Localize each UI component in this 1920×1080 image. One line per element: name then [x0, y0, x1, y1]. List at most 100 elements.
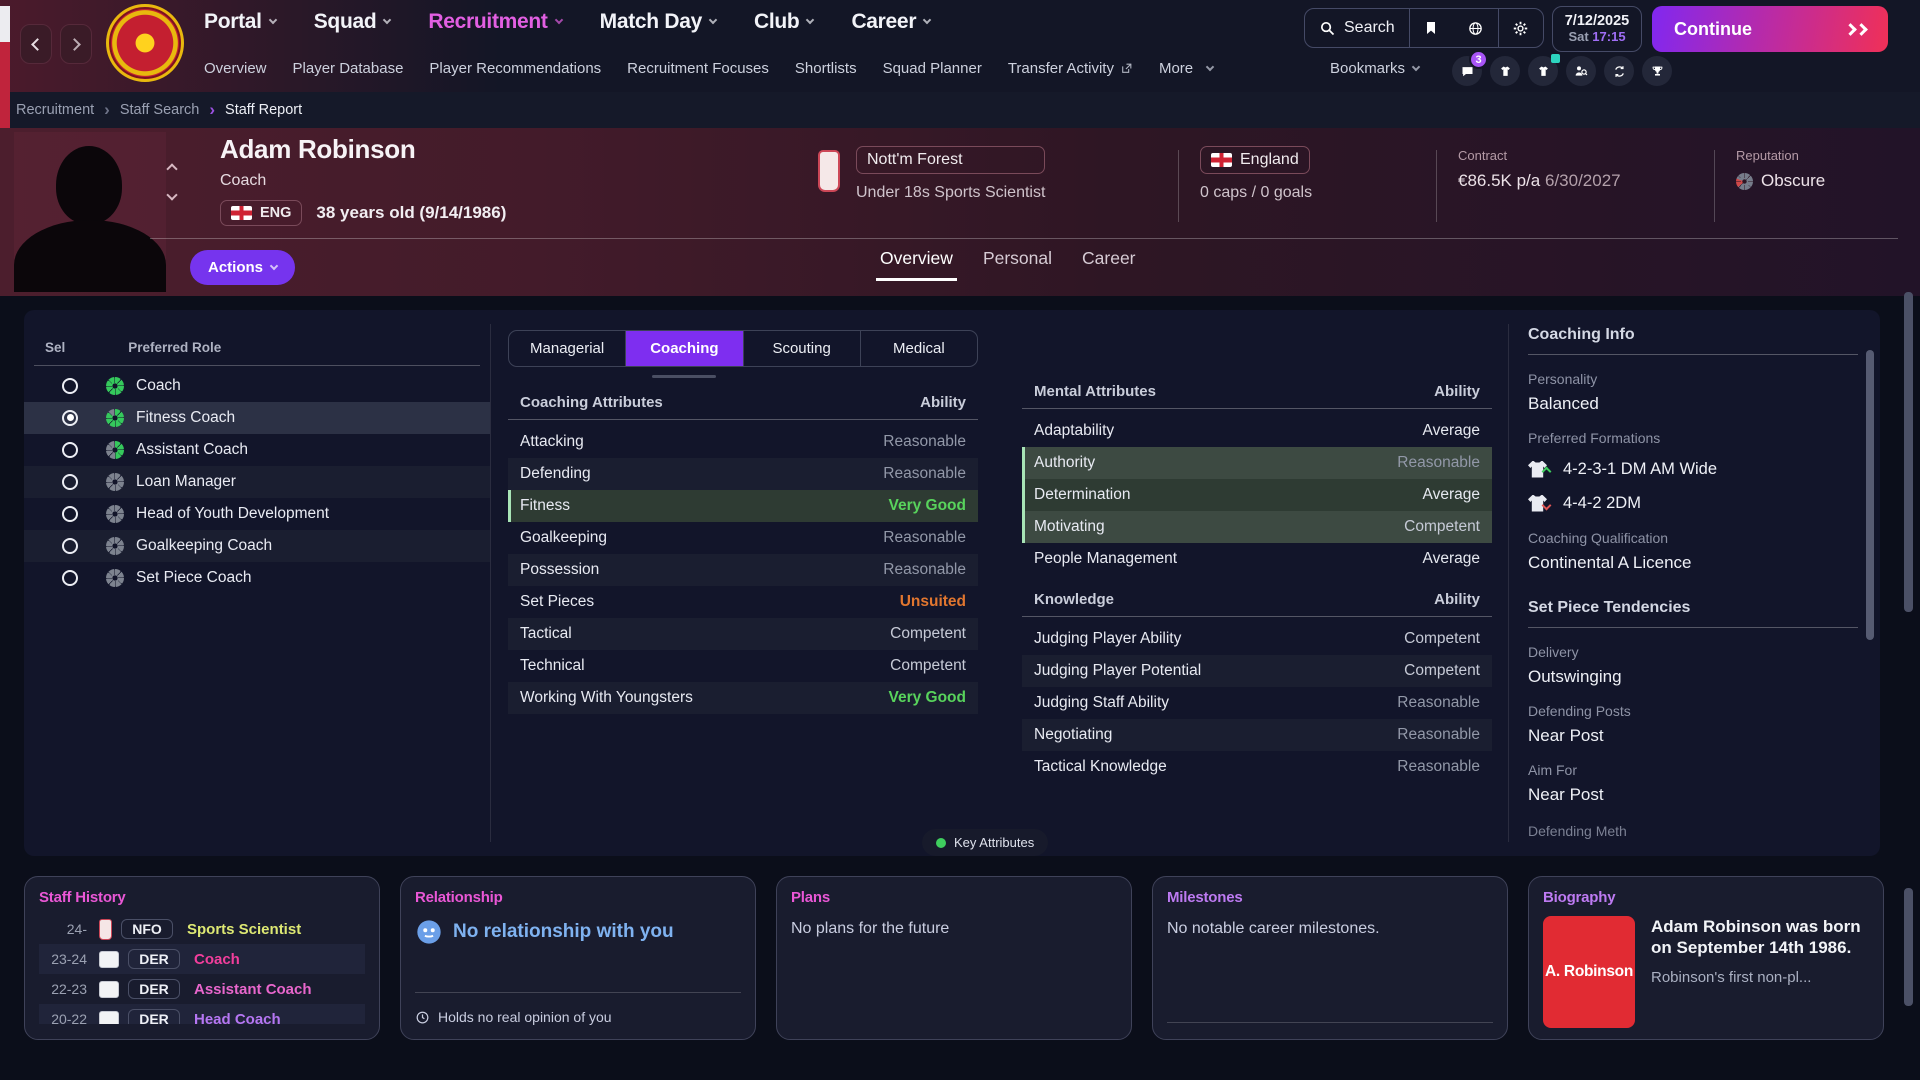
manchester-united-crest[interactable] — [106, 4, 184, 82]
radio-assistant-coach[interactable] — [62, 442, 78, 458]
attribute-name: Fitness — [520, 497, 570, 514]
back-button[interactable] — [20, 24, 52, 64]
next-person-button[interactable] — [166, 189, 182, 201]
radio-coach[interactable] — [62, 378, 78, 394]
category-tab-managerial[interactable]: Managerial — [530, 340, 605, 357]
subnav-overview[interactable]: Overview — [204, 60, 267, 77]
role-suitability-icon — [106, 409, 124, 427]
role-row-fitness-coach[interactable]: Fitness Coach — [24, 402, 490, 434]
nav-label: Squad — [313, 10, 377, 33]
role-row-head-of-youth-development[interactable]: Head of Youth Development — [24, 498, 490, 530]
coaching-info-panel: Coaching Info Personality Balanced Prefe… — [1528, 310, 1858, 856]
role-row-loan-manager[interactable]: Loan Manager — [24, 466, 490, 498]
radio-head-of-youth-development[interactable] — [62, 506, 78, 522]
previous-person-button[interactable] — [166, 163, 182, 175]
attribute-value: Competent — [1404, 662, 1480, 679]
nav-match-day[interactable]: Match Day — [600, 10, 718, 34]
coaching-info-scrollbar[interactable] — [1866, 350, 1874, 640]
nav-portal[interactable]: Portal — [204, 10, 277, 34]
subnav-player-recommendations[interactable]: Player Recommendations — [429, 60, 601, 77]
breadcrumb-staff-report[interactable]: Staff Report — [225, 102, 303, 118]
category-tab-medical[interactable]: Medical — [859, 331, 977, 366]
subnav-shortlists[interactable]: Shortlists — [795, 60, 857, 77]
nav-squad[interactable]: Squad — [313, 10, 392, 34]
tab-personal[interactable]: Personal — [982, 248, 1053, 268]
continue-button[interactable]: Continue — [1652, 6, 1888, 52]
scouting-button[interactable] — [1566, 56, 1596, 86]
divider — [1436, 150, 1437, 222]
nationality-chip[interactable]: ENG — [220, 200, 303, 226]
window-scrollbar-thumb[interactable] — [1904, 292, 1913, 612]
actions-button[interactable]: Actions — [190, 250, 296, 285]
radio-loan-manager[interactable] — [62, 474, 78, 490]
set-piece-value-delivery: Outswinging — [1528, 667, 1622, 686]
gear-icon — [1512, 20, 1529, 37]
category-tab-scouting[interactable]: Scouting — [742, 331, 860, 366]
attribute-name: Motivating — [1034, 518, 1105, 535]
national-team-name: England — [1240, 151, 1299, 168]
role-row-set-piece-coach[interactable]: Set Piece Coach — [24, 562, 490, 594]
nav-recruitment[interactable]: Recruitment — [428, 10, 563, 34]
milestones-text: No notable career milestones. — [1167, 920, 1380, 937]
national-team-chip[interactable]: England — [1200, 146, 1310, 174]
quick-icons: 3 — [1452, 50, 1672, 86]
divider — [1508, 324, 1509, 842]
radio-fitness-coach[interactable] — [62, 410, 78, 426]
nav-career[interactable]: Career — [851, 10, 932, 34]
settings-button[interactable] — [1498, 9, 1543, 47]
biography-more-text: Robinson's first non-pl... — [1651, 968, 1812, 986]
subnav-more[interactable]: More — [1159, 60, 1215, 77]
attribute-row-people-management: People Management Average — [1022, 543, 1492, 575]
radio-goalkeeping-coach[interactable] — [62, 538, 78, 554]
tab-career[interactable]: Career — [1082, 248, 1136, 268]
attribute-row-defending: Defending Reasonable — [508, 458, 978, 490]
staff-history-row-23-24[interactable]: 23-24 DER Coach — [39, 944, 365, 974]
flag-panel-button[interactable] — [1409, 9, 1453, 47]
attribute-row-determination: Determination Average — [1022, 479, 1492, 511]
role-row-assistant-coach[interactable]: Assistant Coach — [24, 434, 490, 466]
attribute-name: Set Pieces — [520, 593, 595, 610]
staff-history-row-24[interactable]: 24- NFO Sports Scientist — [39, 914, 365, 944]
subnav-player-database[interactable]: Player Database — [293, 60, 404, 77]
search-button[interactable]: Search — [1305, 9, 1409, 47]
role-row-coach[interactable]: Coach — [24, 370, 490, 402]
category-tab-coaching[interactable]: Coaching — [625, 331, 743, 366]
subnav-recruitment-focuses[interactable]: Recruitment Focuses — [627, 60, 769, 77]
staff-history-years: 20-22 — [51, 1011, 87, 1024]
contract-wage: €86.5K p/a — [1458, 171, 1541, 190]
attribute-name: Adaptability — [1034, 422, 1115, 439]
subnav-transfer-activity[interactable]: Transfer Activity — [1008, 60, 1133, 77]
tab-overview[interactable]: Overview — [876, 248, 957, 281]
key-attributes-legend: Key Attributes — [922, 829, 1049, 856]
subnav-squad-planner[interactable]: Squad Planner — [883, 60, 982, 77]
attribute-row-judging-staff-ability: Judging Staff Ability Reasonable — [1022, 687, 1492, 719]
forward-button[interactable] — [60, 24, 92, 64]
attribute-name: Judging Staff Ability — [1034, 694, 1169, 711]
staff-history-row-20-22[interactable]: 20-22 DER Head Coach — [39, 1004, 365, 1024]
role-row-goalkeeping-coach[interactable]: Goalkeeping Coach — [24, 530, 490, 562]
set-piece-label-defending-posts: Defending Posts — [1528, 703, 1631, 719]
bookmarks-dropdown[interactable]: Bookmarks — [1330, 60, 1421, 77]
world-button[interactable] — [1453, 9, 1498, 47]
squad-shirt-button[interactable] — [1490, 56, 1520, 86]
plans-text: No plans for the future — [791, 920, 950, 937]
inbox-messages-button[interactable]: 3 — [1452, 50, 1488, 86]
squad-registration-button[interactable] — [1528, 54, 1560, 86]
radio-set-piece-coach[interactable] — [62, 570, 78, 586]
club-chip[interactable]: Nott'm Forest — [856, 146, 1046, 174]
sync-button[interactable] — [1604, 56, 1634, 86]
window-scrollbar-thumb[interactable] — [1904, 888, 1913, 1006]
breadcrumb-staff-search[interactable]: Staff Search — [119, 102, 200, 118]
search-group: Search — [1304, 8, 1544, 48]
knowledge-list: Judging Player Ability Competent Judging P… — [1022, 623, 1492, 783]
competitions-trophy-button[interactable] — [1642, 56, 1672, 86]
formation-list: 4-2-3-1 DM AM Wide 4-4-2 2DM — [1528, 458, 1858, 514]
staff-role: Coach — [220, 172, 267, 189]
breadcrumb-recruitment[interactable]: Recruitment — [16, 102, 95, 118]
nottingham-forest-crest — [818, 150, 840, 192]
nav-club[interactable]: Club — [754, 10, 815, 34]
divider — [34, 365, 480, 366]
clock-icon — [415, 1010, 430, 1025]
staff-history-row-22-23[interactable]: 22-23 DER Assistant Coach — [39, 974, 365, 1004]
attribute-row-attacking: Attacking Reasonable — [508, 426, 978, 458]
